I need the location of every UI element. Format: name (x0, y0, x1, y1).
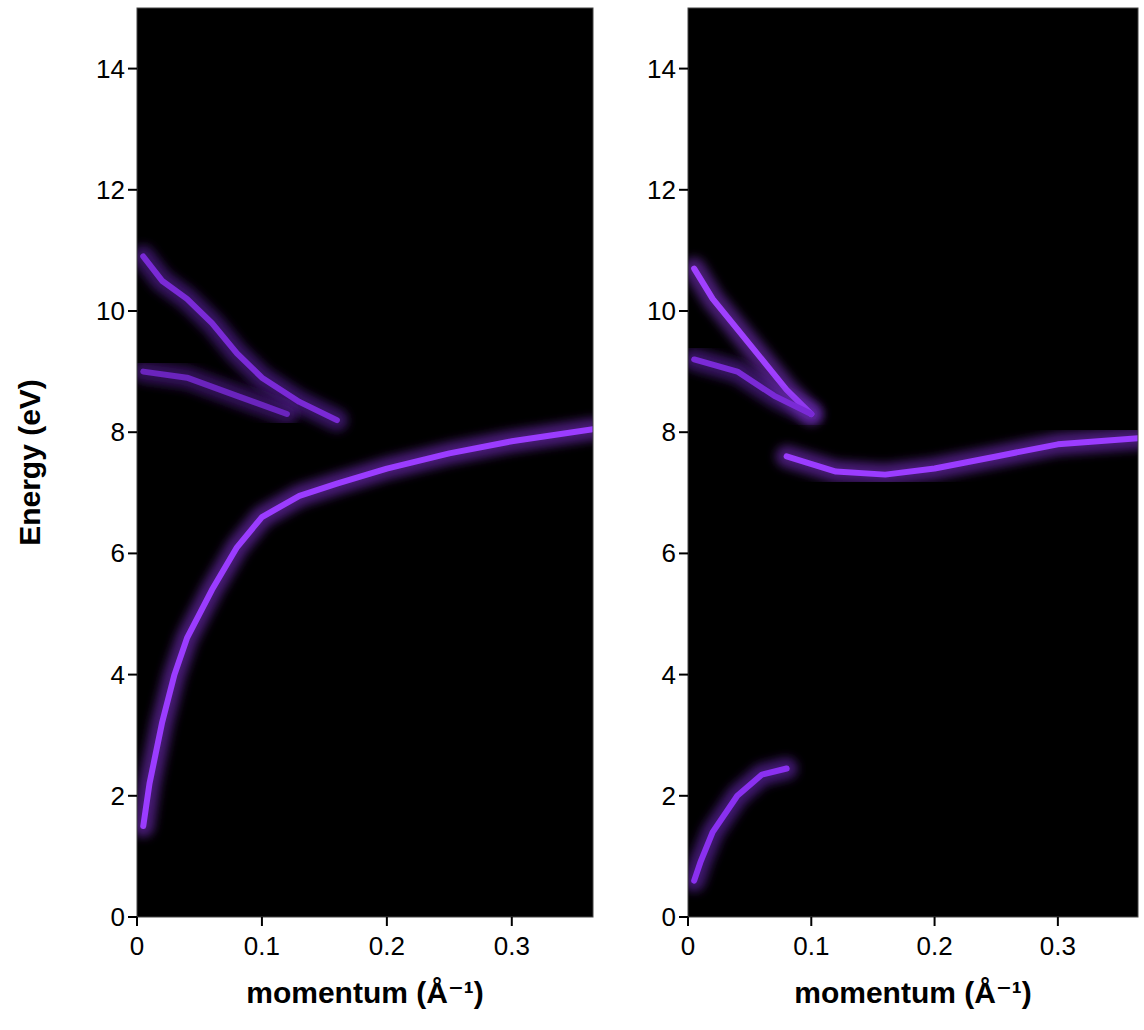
dispersion-band (143, 372, 287, 414)
y-tick-label: 2 (111, 781, 125, 811)
y-tick (679, 674, 688, 676)
y-tick-label: 14 (647, 54, 676, 84)
x-tick (136, 917, 138, 926)
band-glow (143, 256, 337, 420)
y-tick-label: 2 (662, 781, 676, 811)
x-tick-label: 0 (130, 931, 144, 961)
y-tick-label: 4 (111, 660, 125, 690)
y-tick-label: 12 (96, 175, 125, 205)
y-tick-label: 4 (662, 660, 676, 690)
y-tick (679, 310, 688, 312)
figure: 0 2 4 6 8 10 12 14 0 0.1 0.2 0.3 momentum (Å⁻¹) Energ… (0, 0, 1144, 1030)
x-tick-label: 0.2 (369, 931, 405, 961)
dispersion-band (694, 269, 811, 414)
dispersion-band (143, 256, 337, 420)
x-tick-label: 0.1 (793, 931, 829, 961)
x-tick (934, 917, 936, 926)
y-tick-label: 10 (647, 296, 676, 326)
x-tick (810, 917, 812, 926)
panel: 0 2 4 6 8 10 12 14 0 0.1 0.2 0.3 momentum (Å⁻¹) (647, 8, 1138, 1009)
y-tick (679, 189, 688, 191)
dispersion-band (143, 429, 593, 826)
y-tick (128, 189, 137, 191)
dispersion-band (694, 359, 811, 414)
y-tick (128, 916, 137, 918)
y-tick-label: 0 (662, 902, 676, 932)
y-tick (679, 795, 688, 797)
y-tick-label: 6 (662, 538, 676, 568)
band-glow (787, 438, 1138, 474)
marks (143, 256, 593, 826)
plot-background (688, 8, 1138, 917)
panel: 0 2 4 6 8 10 12 14 0 0.1 0.2 0.3 momentum (Å⁻¹) Energ… (13, 8, 593, 1009)
x-tick-label: 0.3 (494, 931, 530, 961)
band-glow (143, 372, 287, 414)
x-tick (386, 917, 388, 926)
y-tick-label: 12 (647, 175, 676, 205)
y-tick (128, 310, 137, 312)
x-axis-title: momentum (Å⁻¹) (246, 976, 483, 1009)
y-tick (128, 552, 137, 554)
x-tick (261, 917, 263, 926)
plot-frame (688, 8, 1138, 917)
x-tick (511, 917, 513, 926)
x-tick (687, 917, 689, 926)
x-tick-label: 0.3 (1040, 931, 1076, 961)
x-tick-label: 0.2 (916, 931, 952, 961)
plot-frame (137, 8, 593, 917)
y-tick-label: 10 (96, 296, 125, 326)
band-glow (694, 359, 811, 414)
plot-background (137, 8, 593, 917)
band-glow (694, 769, 786, 881)
marks (694, 269, 1138, 881)
x-tick-label: 0 (681, 931, 695, 961)
y-tick-label: 8 (111, 417, 125, 447)
band-glow (694, 269, 811, 414)
x-axis-title: momentum (Å⁻¹) (794, 976, 1031, 1009)
y-tick (128, 431, 137, 433)
y-tick (679, 552, 688, 554)
y-tick (679, 68, 688, 70)
y-tick (128, 674, 137, 676)
y-tick-label: 0 (111, 902, 125, 932)
x-tick (1057, 917, 1059, 926)
x-tick-label: 0.1 (244, 931, 280, 961)
y-tick-label: 8 (662, 417, 676, 447)
y-tick (128, 68, 137, 70)
y-tick-label: 14 (96, 54, 125, 84)
band-glow (143, 429, 593, 826)
dispersion-band (787, 438, 1138, 474)
y-tick-label: 6 (111, 538, 125, 568)
y-tick (128, 795, 137, 797)
y-tick (679, 916, 688, 918)
y-tick (679, 431, 688, 433)
dispersion-band (694, 769, 786, 881)
y-axis-title: Energy (eV) (13, 379, 46, 546)
